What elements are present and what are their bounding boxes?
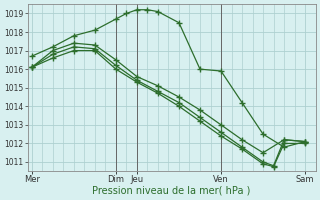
X-axis label: Pression niveau de la mer( hPa ): Pression niveau de la mer( hPa ) bbox=[92, 186, 251, 196]
